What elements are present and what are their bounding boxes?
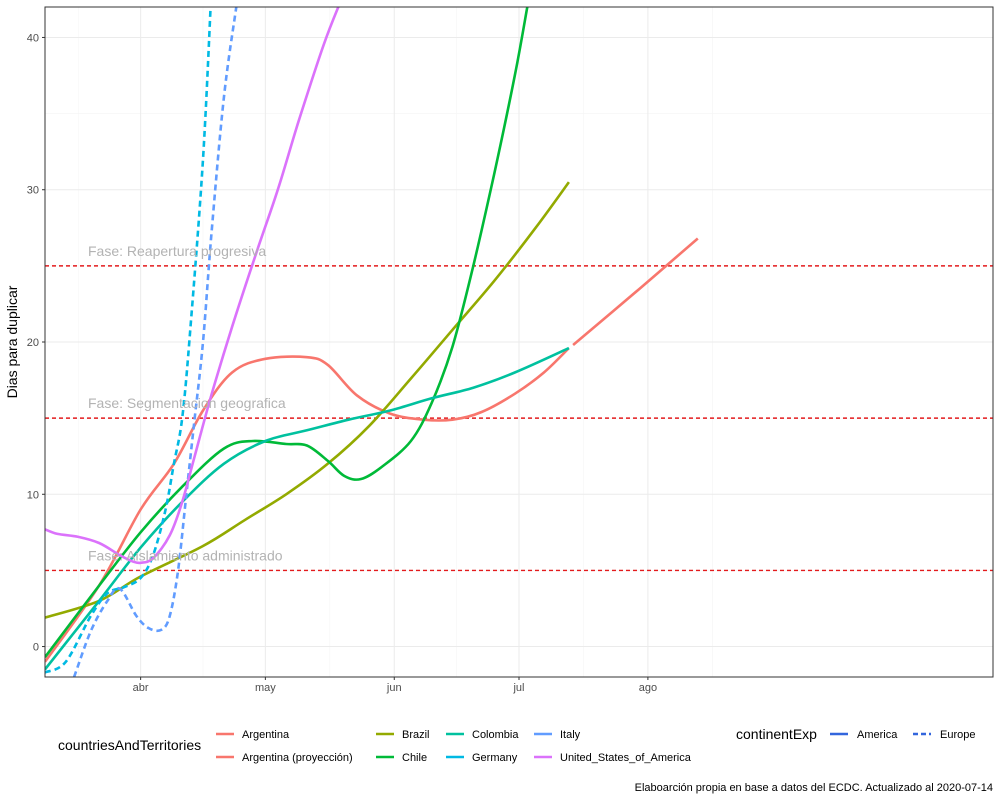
y-axis-title: Dias para duplicar	[4, 285, 20, 398]
y-tick-label: 0	[33, 642, 39, 654]
legend-label: Chile	[402, 752, 427, 764]
chart-caption: Elaboarción propia en base a datos del E…	[635, 782, 993, 794]
x-tick-label: jul	[512, 682, 524, 694]
legend-label: Colombia	[472, 729, 519, 741]
legend-label: Argentina (proyección)	[242, 752, 353, 764]
legend-countries-title: countriesAndTerritories	[58, 737, 201, 753]
y-axis: 0 10 20 30 40	[27, 32, 45, 654]
legend-continent-title: continentExp	[736, 726, 817, 742]
series-lines	[45, 7, 699, 677]
y-tick-label: 30	[27, 185, 39, 197]
legend-continent: America Europe	[830, 729, 975, 741]
x-tick-label: may	[255, 682, 276, 694]
y-tick-label: 20	[27, 337, 39, 349]
series-line-chile	[45, 7, 529, 658]
legend-label: America	[857, 729, 898, 741]
y-tick-label: 10	[27, 489, 39, 501]
legend-countries: Argentina Argentina (proyección) Brazil Chi…	[216, 729, 692, 764]
x-tick-label: abr	[133, 682, 149, 694]
legend-label: Europe	[940, 729, 975, 741]
y-tick-label: 40	[27, 32, 39, 44]
series-line-italy	[72, 7, 238, 677]
series-line-united-states-of-america	[45, 7, 340, 565]
series-line-colombia	[45, 346, 570, 671]
phase-label: Fase: Reapertura progresiva	[88, 243, 266, 259]
series-line-argentina-proyecci-n	[572, 237, 699, 346]
grid-major	[45, 7, 993, 677]
series-line-germany	[45, 7, 212, 674]
x-tick-label: ago	[639, 682, 657, 694]
legend-label: Italy	[560, 729, 581, 741]
x-axis: abr may jun jul ago	[133, 677, 657, 694]
series-line-argentina	[45, 347, 570, 663]
legend-label: Germany	[472, 752, 518, 764]
legend-label: Brazil	[402, 729, 430, 741]
phase-label: Fase: Aislamiento administrado	[88, 547, 283, 563]
legend-label: Argentina	[242, 729, 290, 741]
x-tick-label: jun	[386, 682, 402, 694]
phase-label: Fase: Segmentacion geografica	[88, 395, 286, 411]
legend-label: United_States_of_America	[560, 752, 692, 764]
